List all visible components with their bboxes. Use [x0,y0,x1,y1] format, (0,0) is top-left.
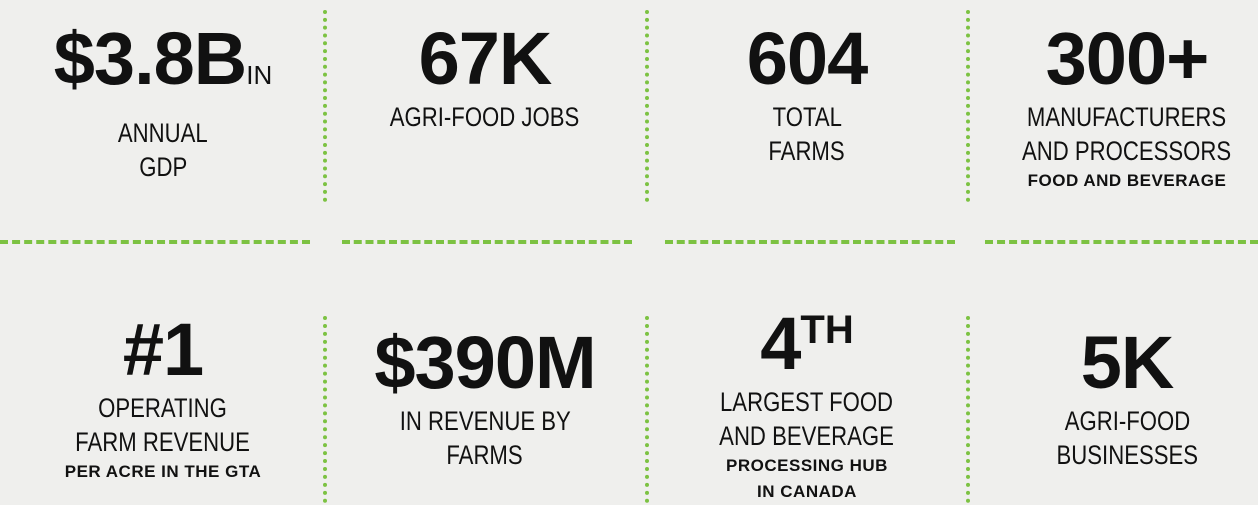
stat-label: AND PROCESSORS [1022,136,1232,166]
stat-figure: 5K [1080,320,1175,404]
stat-note: IN CANADA [757,481,857,501]
stat-label: MANUFACTURERS [1027,102,1227,132]
figure-suffix: IN [246,60,273,90]
stat-label: AGRI-FOOD [1064,405,1190,436]
divider [645,10,649,202]
stat-label: IN REVENUE BY [399,405,571,436]
stat-figure: $390M [374,320,596,404]
divider [0,240,310,244]
divider [645,316,649,503]
stat-label: OPERATING [98,392,228,423]
stat: 300+ MANUFACTURERS AND PROCESSORS FOOD AND … [967,18,1258,228]
stat-figure: 67K [418,17,553,100]
stat-label: LARGEST FOOD [720,386,894,417]
divider [323,10,327,202]
divider [323,316,327,503]
stat: 67K AGRI-FOOD JOBS [325,18,645,228]
figure-superscript: TH [800,307,854,352]
stat-label: GDP [139,152,187,182]
figure-value: 67K [418,17,553,100]
stat-label: FARMS [768,136,846,166]
stat-label: AND BEVERAGE [719,420,895,451]
stat: 4TH LARGEST FOOD AND BEVERAGE PROCESSING HU… [647,290,967,503]
stat-note: PROCESSING HUB [726,455,888,475]
stat: 5K AGRI-FOOD BUSINESSES [967,290,1258,503]
divider [342,240,632,244]
figure-value: $3.8B [53,17,247,100]
stat-note: FOOD AND BEVERAGE [1027,171,1227,190]
stat-label: AGRI-FOOD JOBS [390,102,580,132]
figure-value: 5K [1080,320,1175,404]
stat: $3.8BIN ANNUAL GDP [3,18,323,228]
stat-label: ANNUAL [118,118,208,148]
stat-figure: 300+ [1045,17,1210,100]
stat-label: FARM REVENUE [75,426,251,457]
stat-label: FARMS [446,439,524,470]
stat-label: BUSINESSES [1056,439,1198,470]
figure-value: 604 [746,17,868,100]
divider [966,10,970,202]
stat-figure: $3.8BIN [54,18,272,116]
stat-figure: 604 [746,17,868,100]
stat: $390M IN REVENUE BY FARMS [325,290,645,503]
stat: 604 TOTAL FARMS [647,18,967,228]
divider [665,240,955,244]
divider [966,316,970,503]
stat-label: TOTAL [772,102,842,132]
stat-figure: 4TH [760,289,853,385]
stat: #1 OPERATING FARM REVENUE PER ACRE IN THE G… [3,290,323,503]
stat-figure: #1 [122,307,204,391]
stat-note: PER ACRE IN THE GTA [64,461,262,481]
figure-value: 300+ [1045,17,1210,100]
figure-value: 4 [760,301,801,385]
figure-value: #1 [122,307,204,391]
divider [985,240,1258,244]
figure-value: $390M [374,320,596,404]
